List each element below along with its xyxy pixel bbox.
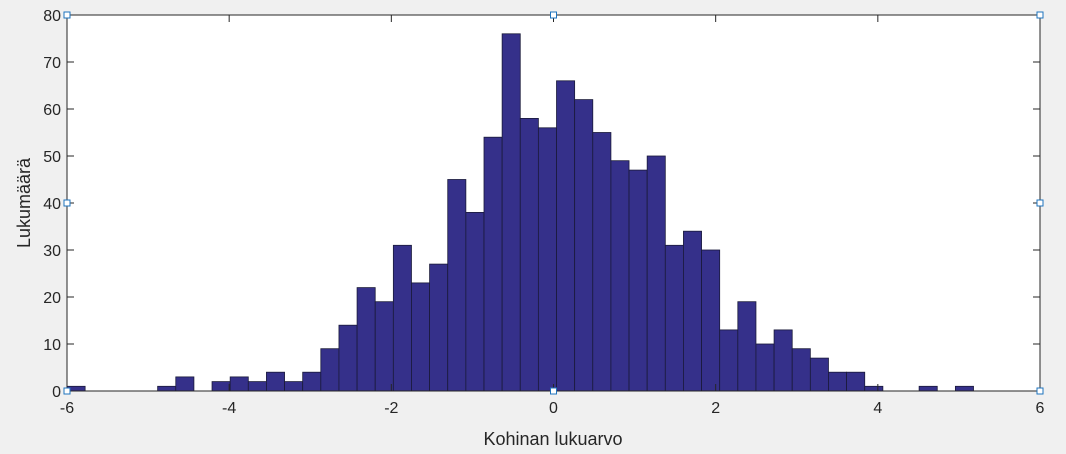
histogram-bar bbox=[211, 381, 231, 392]
histogram-bar bbox=[356, 287, 376, 392]
y-tick-label: 40 bbox=[43, 196, 61, 213]
histogram-bar bbox=[701, 249, 721, 392]
histogram-bar bbox=[737, 301, 757, 392]
histogram-bar bbox=[664, 244, 684, 392]
resize-handle[interactable] bbox=[63, 199, 71, 207]
resize-handle[interactable] bbox=[1036, 387, 1044, 395]
histogram-bar bbox=[229, 376, 249, 392]
histogram-bar bbox=[465, 211, 485, 392]
histogram-bar bbox=[175, 376, 195, 392]
y-tick-label: 80 bbox=[43, 8, 61, 25]
x-tick-label: 0 bbox=[549, 400, 558, 417]
histogram-bar bbox=[809, 357, 829, 392]
histogram-bar bbox=[247, 381, 267, 392]
x-tick-label: -4 bbox=[222, 400, 236, 417]
x-tick-label: -6 bbox=[60, 400, 74, 417]
resize-handle[interactable] bbox=[63, 11, 71, 19]
histogram-bar bbox=[302, 371, 322, 392]
histogram-bar bbox=[483, 136, 503, 392]
histogram-bar bbox=[338, 324, 358, 392]
resize-handle[interactable] bbox=[1036, 199, 1044, 207]
histogram-bar bbox=[791, 348, 811, 392]
histogram-bar bbox=[537, 127, 557, 392]
histogram-bar bbox=[755, 343, 775, 392]
histogram-bar bbox=[556, 80, 576, 392]
bars-group bbox=[66, 33, 974, 392]
histogram-bar bbox=[519, 118, 539, 392]
y-tick-label: 70 bbox=[43, 55, 61, 72]
histogram-bar bbox=[411, 282, 431, 392]
histogram-bar bbox=[719, 329, 739, 392]
histogram-bar bbox=[846, 371, 866, 392]
x-tick-label: 6 bbox=[1036, 400, 1045, 417]
y-tick-label: 10 bbox=[43, 337, 61, 354]
y-tick-label: 60 bbox=[43, 102, 61, 119]
y-tick-label: 30 bbox=[43, 243, 61, 260]
resize-handle[interactable] bbox=[63, 387, 71, 395]
x-axis-label: Kohinan lukuarvo bbox=[483, 429, 622, 449]
x-tick-label: 2 bbox=[711, 400, 720, 417]
histogram-bar bbox=[592, 132, 612, 392]
histogram-bar bbox=[320, 348, 340, 392]
y-axis-label: Lukumäärä bbox=[14, 157, 34, 248]
resize-handle[interactable] bbox=[550, 387, 557, 395]
histogram-bar bbox=[646, 155, 666, 392]
histogram-bar bbox=[864, 385, 884, 392]
resize-handle[interactable] bbox=[1036, 11, 1044, 19]
histogram-bar bbox=[447, 179, 467, 392]
x-tick-label: -2 bbox=[384, 400, 398, 417]
histogram-bar bbox=[392, 244, 412, 392]
histogram-bar bbox=[284, 381, 304, 392]
histogram-bar bbox=[828, 371, 847, 392]
selection-handles[interactable] bbox=[63, 11, 1044, 395]
x-tick-label: 4 bbox=[873, 400, 882, 417]
histogram-bar bbox=[773, 329, 793, 392]
histogram-bar bbox=[628, 169, 648, 392]
histogram-bar bbox=[918, 385, 938, 392]
histogram-bar bbox=[610, 160, 630, 392]
histogram-bar bbox=[574, 99, 594, 392]
y-tick-label: 0 bbox=[52, 384, 61, 401]
histogram-bar bbox=[501, 33, 521, 392]
histogram-bar bbox=[266, 371, 285, 392]
histogram-bar bbox=[683, 230, 702, 392]
y-tick-label: 50 bbox=[43, 149, 61, 166]
y-tick-label: 20 bbox=[43, 290, 61, 307]
histogram-bar bbox=[157, 385, 177, 392]
histogram-bar bbox=[429, 263, 449, 392]
histogram-bar bbox=[374, 301, 394, 392]
resize-handle[interactable] bbox=[550, 11, 557, 19]
histogram-bar bbox=[954, 385, 974, 392]
